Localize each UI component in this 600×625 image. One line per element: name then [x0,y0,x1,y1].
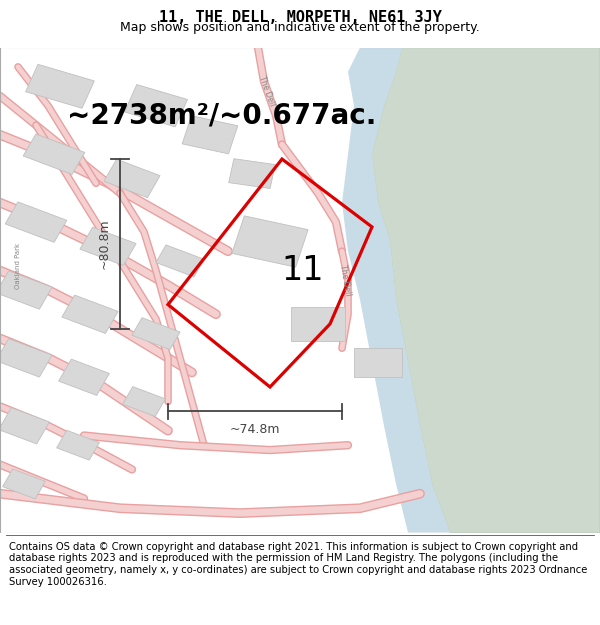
Bar [2,469,46,499]
Text: Oakland Park: Oakland Park [15,242,21,289]
Bar [0,339,52,377]
Bar [56,430,100,460]
Bar [26,64,94,108]
Bar [291,307,345,341]
Text: 11: 11 [281,254,323,287]
Bar [23,134,85,174]
Bar [0,271,52,309]
Text: Map shows position and indicative extent of the property.: Map shows position and indicative extent… [120,21,480,34]
Polygon shape [342,48,450,532]
Bar [156,245,204,277]
Text: The Dell: The Dell [257,75,277,108]
Bar [0,408,49,444]
Bar [5,202,67,242]
Bar [124,84,188,127]
Polygon shape [372,48,600,532]
Text: ~2738m²/~0.677ac.: ~2738m²/~0.677ac. [67,101,377,129]
Text: ~80.8m: ~80.8m [98,219,111,269]
Text: The Dell: The Dell [338,264,352,297]
Bar [354,348,402,378]
Bar [132,318,180,349]
Bar [229,159,275,189]
Text: Contains OS data © Crown copyright and database right 2021. This information is : Contains OS data © Crown copyright and d… [9,542,587,586]
Text: 11, THE DELL, MORPETH, NE61 3JY: 11, THE DELL, MORPETH, NE61 3JY [158,9,442,24]
Bar [232,216,308,267]
Bar [104,159,160,198]
Bar [59,359,109,396]
Bar [80,227,136,266]
Bar [182,116,238,154]
Text: ~74.8m: ~74.8m [230,423,280,436]
Bar [122,387,166,416]
Bar [62,295,118,334]
